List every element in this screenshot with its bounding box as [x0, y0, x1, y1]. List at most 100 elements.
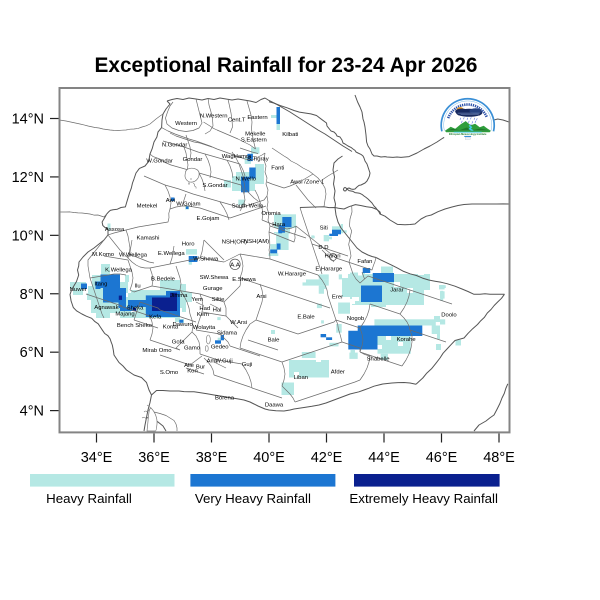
svg-text:Sidama: Sidama: [217, 331, 238, 337]
svg-text:N.Gondar: N.Gondar: [162, 143, 188, 149]
svg-text:W.Shewa: W.Shewa: [193, 257, 219, 263]
svg-text:Kem: Kem: [197, 312, 209, 318]
svg-text:Exceptional Rainfall for 23-24: Exceptional Rainfall for 23-24 Apr 2026: [95, 54, 478, 77]
svg-text:Western: Western: [175, 121, 197, 127]
svg-text:W.Hararge: W.Hararge: [278, 271, 307, 277]
svg-text:Itang: Itang: [94, 281, 107, 287]
svg-text:34°E: 34°E: [81, 450, 113, 466]
svg-text:Arsi: Arsi: [256, 294, 266, 300]
svg-text:K.Wellega: K.Wellega: [105, 268, 132, 274]
svg-text:Hal: Hal: [213, 307, 222, 313]
svg-text:Hara: Hara: [272, 222, 285, 228]
svg-text:Afder: Afder: [331, 370, 345, 376]
svg-text:Nuwer: Nuwer: [70, 287, 87, 293]
svg-text:Siti: Siti: [320, 226, 328, 232]
svg-text:Liban: Liban: [294, 375, 308, 381]
svg-text:South Wello: South Wello: [232, 203, 264, 209]
svg-text:Agnawak: Agnawak: [94, 305, 118, 311]
svg-text:Eastern: Eastern: [247, 115, 267, 121]
svg-text:W.Arsi: W.Arsi: [230, 320, 247, 326]
svg-text:Nogob: Nogob: [347, 316, 365, 322]
svg-text:Horo: Horo: [182, 241, 195, 247]
svg-text:B.Bedele: B.Bedele: [151, 277, 176, 283]
svg-text:W.Wellega: W.Wellega: [119, 252, 148, 258]
svg-text:Extremely Heavy Rainfall: Extremely Heavy Rainfall: [349, 491, 498, 506]
svg-text:Ilu: Ilu: [134, 284, 140, 290]
svg-text:N.Western: N.Western: [200, 114, 228, 120]
svg-text:E.Wellega: E.Wellega: [158, 251, 185, 257]
svg-text:Erer: Erer: [332, 295, 343, 301]
svg-text:E.Shewa: E.Shewa: [232, 277, 256, 283]
svg-text:Bench Sheko: Bench Sheko: [117, 323, 153, 329]
svg-text:N.Wello: N.Wello: [236, 176, 257, 182]
svg-text:6°N: 6°N: [20, 345, 44, 361]
svg-text:E.Bale: E.Bale: [297, 315, 315, 321]
svg-text:Oromia: Oromia: [261, 211, 281, 217]
svg-text:40°E: 40°E: [253, 450, 285, 466]
svg-text:S.Omo: S.Omo: [160, 370, 179, 376]
svg-text:Shabelle: Shabelle: [367, 356, 391, 362]
svg-text:S.Gondar: S.Gondar: [202, 183, 227, 189]
svg-text:S.Eastern: S.Eastern: [241, 137, 267, 143]
svg-text:42°E: 42°E: [311, 450, 343, 466]
svg-text:Daawa: Daawa: [265, 403, 284, 409]
svg-text:Gamo: Gamo: [184, 346, 201, 352]
svg-text:NSH(OR): NSH(OR): [222, 240, 247, 246]
svg-text:Fanti: Fanti: [271, 166, 284, 172]
svg-text:44°E: 44°E: [368, 450, 400, 466]
svg-text:36°E: 36°E: [138, 450, 170, 466]
svg-text:12°N: 12°N: [12, 170, 44, 186]
svg-text:Awi: Awi: [166, 198, 175, 204]
svg-text:M.Komo: M.Komo: [92, 252, 115, 258]
svg-text:D.D: D.D: [318, 245, 328, 251]
svg-text:Bur: Bur: [196, 365, 205, 371]
svg-text:Mekelle: Mekelle: [245, 132, 266, 138]
svg-text:Korahe: Korahe: [397, 337, 417, 343]
svg-text:Borena: Borena: [215, 396, 235, 402]
svg-text:Sheka: Sheka: [127, 305, 144, 311]
svg-text:Cent.T: Cent.T: [228, 117, 246, 123]
svg-text:Gondar: Gondar: [183, 157, 203, 163]
svg-text:Dawuro: Dawuro: [173, 322, 194, 328]
svg-text:Had: Had: [199, 306, 210, 312]
svg-text:Kefa: Kefa: [149, 315, 162, 321]
svg-text:Majang: Majang: [115, 312, 134, 318]
svg-text:Kilbati: Kilbati: [282, 132, 298, 138]
svg-text:Very Heavy Rainfall: Very Heavy Rainfall: [195, 491, 311, 506]
svg-text:Gedeo: Gedeo: [211, 345, 229, 351]
svg-text:4°N: 4°N: [20, 404, 44, 420]
svg-text:Harari: Harari: [324, 253, 340, 259]
svg-text:Kon: Kon: [187, 369, 197, 375]
svg-text:Jimma: Jimma: [170, 293, 188, 299]
svg-text:Doolo: Doolo: [441, 313, 457, 319]
svg-text:Wolayita: Wolayita: [193, 325, 216, 331]
svg-text:Heavy Rainfall: Heavy Rainfall: [46, 491, 132, 506]
svg-text:W.Gojam: W.Gojam: [176, 202, 200, 208]
svg-text:46°E: 46°E: [426, 450, 458, 466]
svg-text:Jarar: Jarar: [390, 288, 403, 294]
svg-text:Gurage: Gurage: [203, 286, 223, 292]
svg-text:W.Guji: W.Guji: [215, 358, 232, 364]
svg-text:Guji: Guji: [242, 362, 252, 368]
svg-text:Fafan: Fafan: [357, 259, 372, 265]
svg-text:Gofa: Gofa: [172, 339, 185, 345]
svg-text:W.Gondar: W.Gondar: [146, 159, 173, 165]
svg-text:38°E: 38°E: [196, 450, 228, 466]
svg-text:E.Hararge: E.Hararge: [315, 266, 343, 272]
svg-text:Kamashi: Kamashi: [137, 236, 160, 242]
svg-text:NSH(AM): NSH(AM): [244, 239, 269, 245]
svg-text:48°E: 48°E: [483, 450, 515, 466]
svg-text:S.Tigray: S.Tigray: [247, 156, 269, 162]
svg-text:Amr: Amr: [207, 358, 218, 364]
svg-text:WagHamra: WagHamra: [222, 154, 252, 160]
svg-text:Konta: Konta: [163, 325, 179, 331]
svg-text:14°N: 14°N: [12, 112, 44, 128]
svg-text:Mirab Omo: Mirab Omo: [142, 348, 172, 354]
svg-text:SW.Shewa: SW.Shewa: [200, 275, 230, 281]
svg-text:Siltie: Siltie: [212, 297, 225, 303]
svg-text:Assosa: Assosa: [105, 227, 125, 233]
svg-text:Bale: Bale: [268, 338, 281, 344]
svg-text:10°N: 10°N: [12, 228, 44, 244]
svg-text:Alle: Alle: [184, 363, 195, 369]
svg-text:Ethiopian Meteorology Institut: Ethiopian Meteorology Institute: [449, 133, 487, 136]
